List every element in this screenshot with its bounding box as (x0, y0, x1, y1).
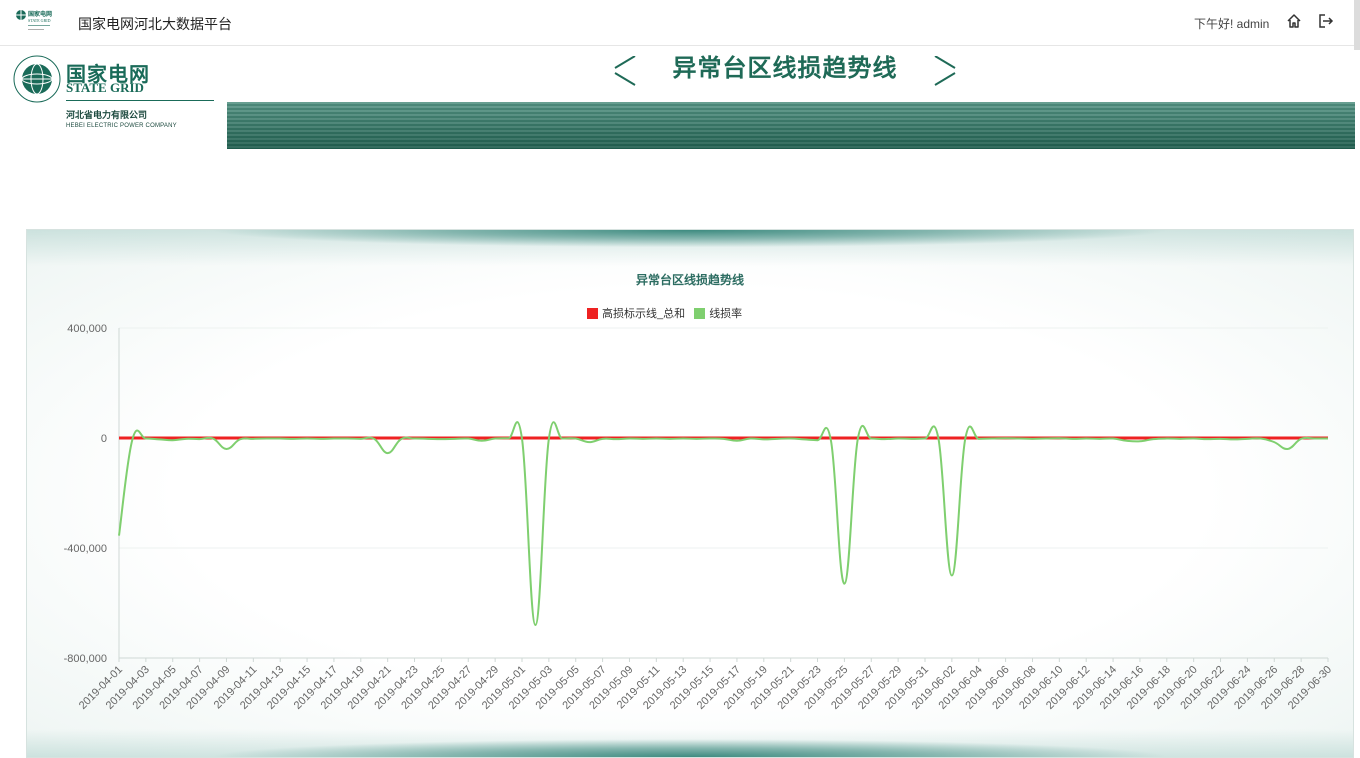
state-grid-globe-logo (13, 55, 61, 103)
brand-name-en: STATE GRID (66, 80, 144, 95)
title-decoration-right (934, 56, 1355, 86)
page-scrollbar[interactable] (1354, 0, 1360, 50)
top-logo-en: STATE GRID (28, 18, 51, 23)
top-logo-cn: 国家电网 (28, 10, 52, 18)
legend-item-loss-rate[interactable]: 线损率 (694, 305, 742, 321)
company-name-en: HEBEI ELECTRIC POWER COMPANY (66, 123, 177, 129)
legend-swatch-high-loss (587, 308, 598, 319)
y-tick-label: 0 (101, 433, 107, 445)
legend-label-loss-rate: 线损率 (709, 308, 743, 320)
y-tick-label: -800,000 (64, 653, 107, 665)
brand-name-cn: 国家电网 (66, 64, 150, 86)
state-grid-brand: 国家电网 STATE GRID 河北省电力有限公司 HEBEI ELECTRIC… (12, 52, 217, 142)
page-header: 国家电网 STATE GRID 河北省电力有限公司 HEBEI ELECTRIC… (0, 50, 1355, 150)
brand-divider (66, 100, 214, 101)
legend-item-high-loss[interactable]: 高损标示线_总和 (587, 305, 685, 321)
series-line-loss-rate (118, 421, 1329, 627)
home-icon[interactable] (1285, 12, 1303, 30)
line-chart[interactable]: 400,0000-400,000-800,0002019-04-012019-0… (27, 230, 1353, 757)
y-tick-label: 400,000 (67, 323, 107, 335)
user-greeting: 下午好! admin (1194, 17, 1270, 31)
legend-swatch-loss-rate (694, 308, 706, 319)
panel-glow-bottom (27, 729, 1353, 757)
chart-legend: 高损标示线_总和 线损率 (587, 305, 748, 321)
legend-label-high-loss: 高损标示线_总和 (602, 308, 686, 320)
state-grid-small-logo[interactable]: 国家电网 STATE GRID (14, 6, 72, 36)
page-title: 异常台区线损趋势线 (672, 55, 898, 82)
chart-panel: 异常台区线损趋势线 高损标示线_总和 线损率 400,000 0 -400,000 -… (26, 229, 1354, 758)
y-tick-label: -400,000 (64, 543, 107, 555)
panel-glow-top (27, 230, 1353, 266)
chart-title: 异常台区线损趋势线 (635, 273, 744, 287)
logout-icon[interactable] (1316, 12, 1334, 30)
header-band (227, 102, 1355, 149)
top-bar: 国家电网 STATE GRID 国家电网河北大数据平台 下午好! admin (0, 0, 1360, 46)
title-decoration-left (220, 56, 636, 86)
app-title: 国家电网河北大数据平台 (78, 16, 232, 32)
company-name-cn: 河北省电力有限公司 (66, 110, 148, 120)
